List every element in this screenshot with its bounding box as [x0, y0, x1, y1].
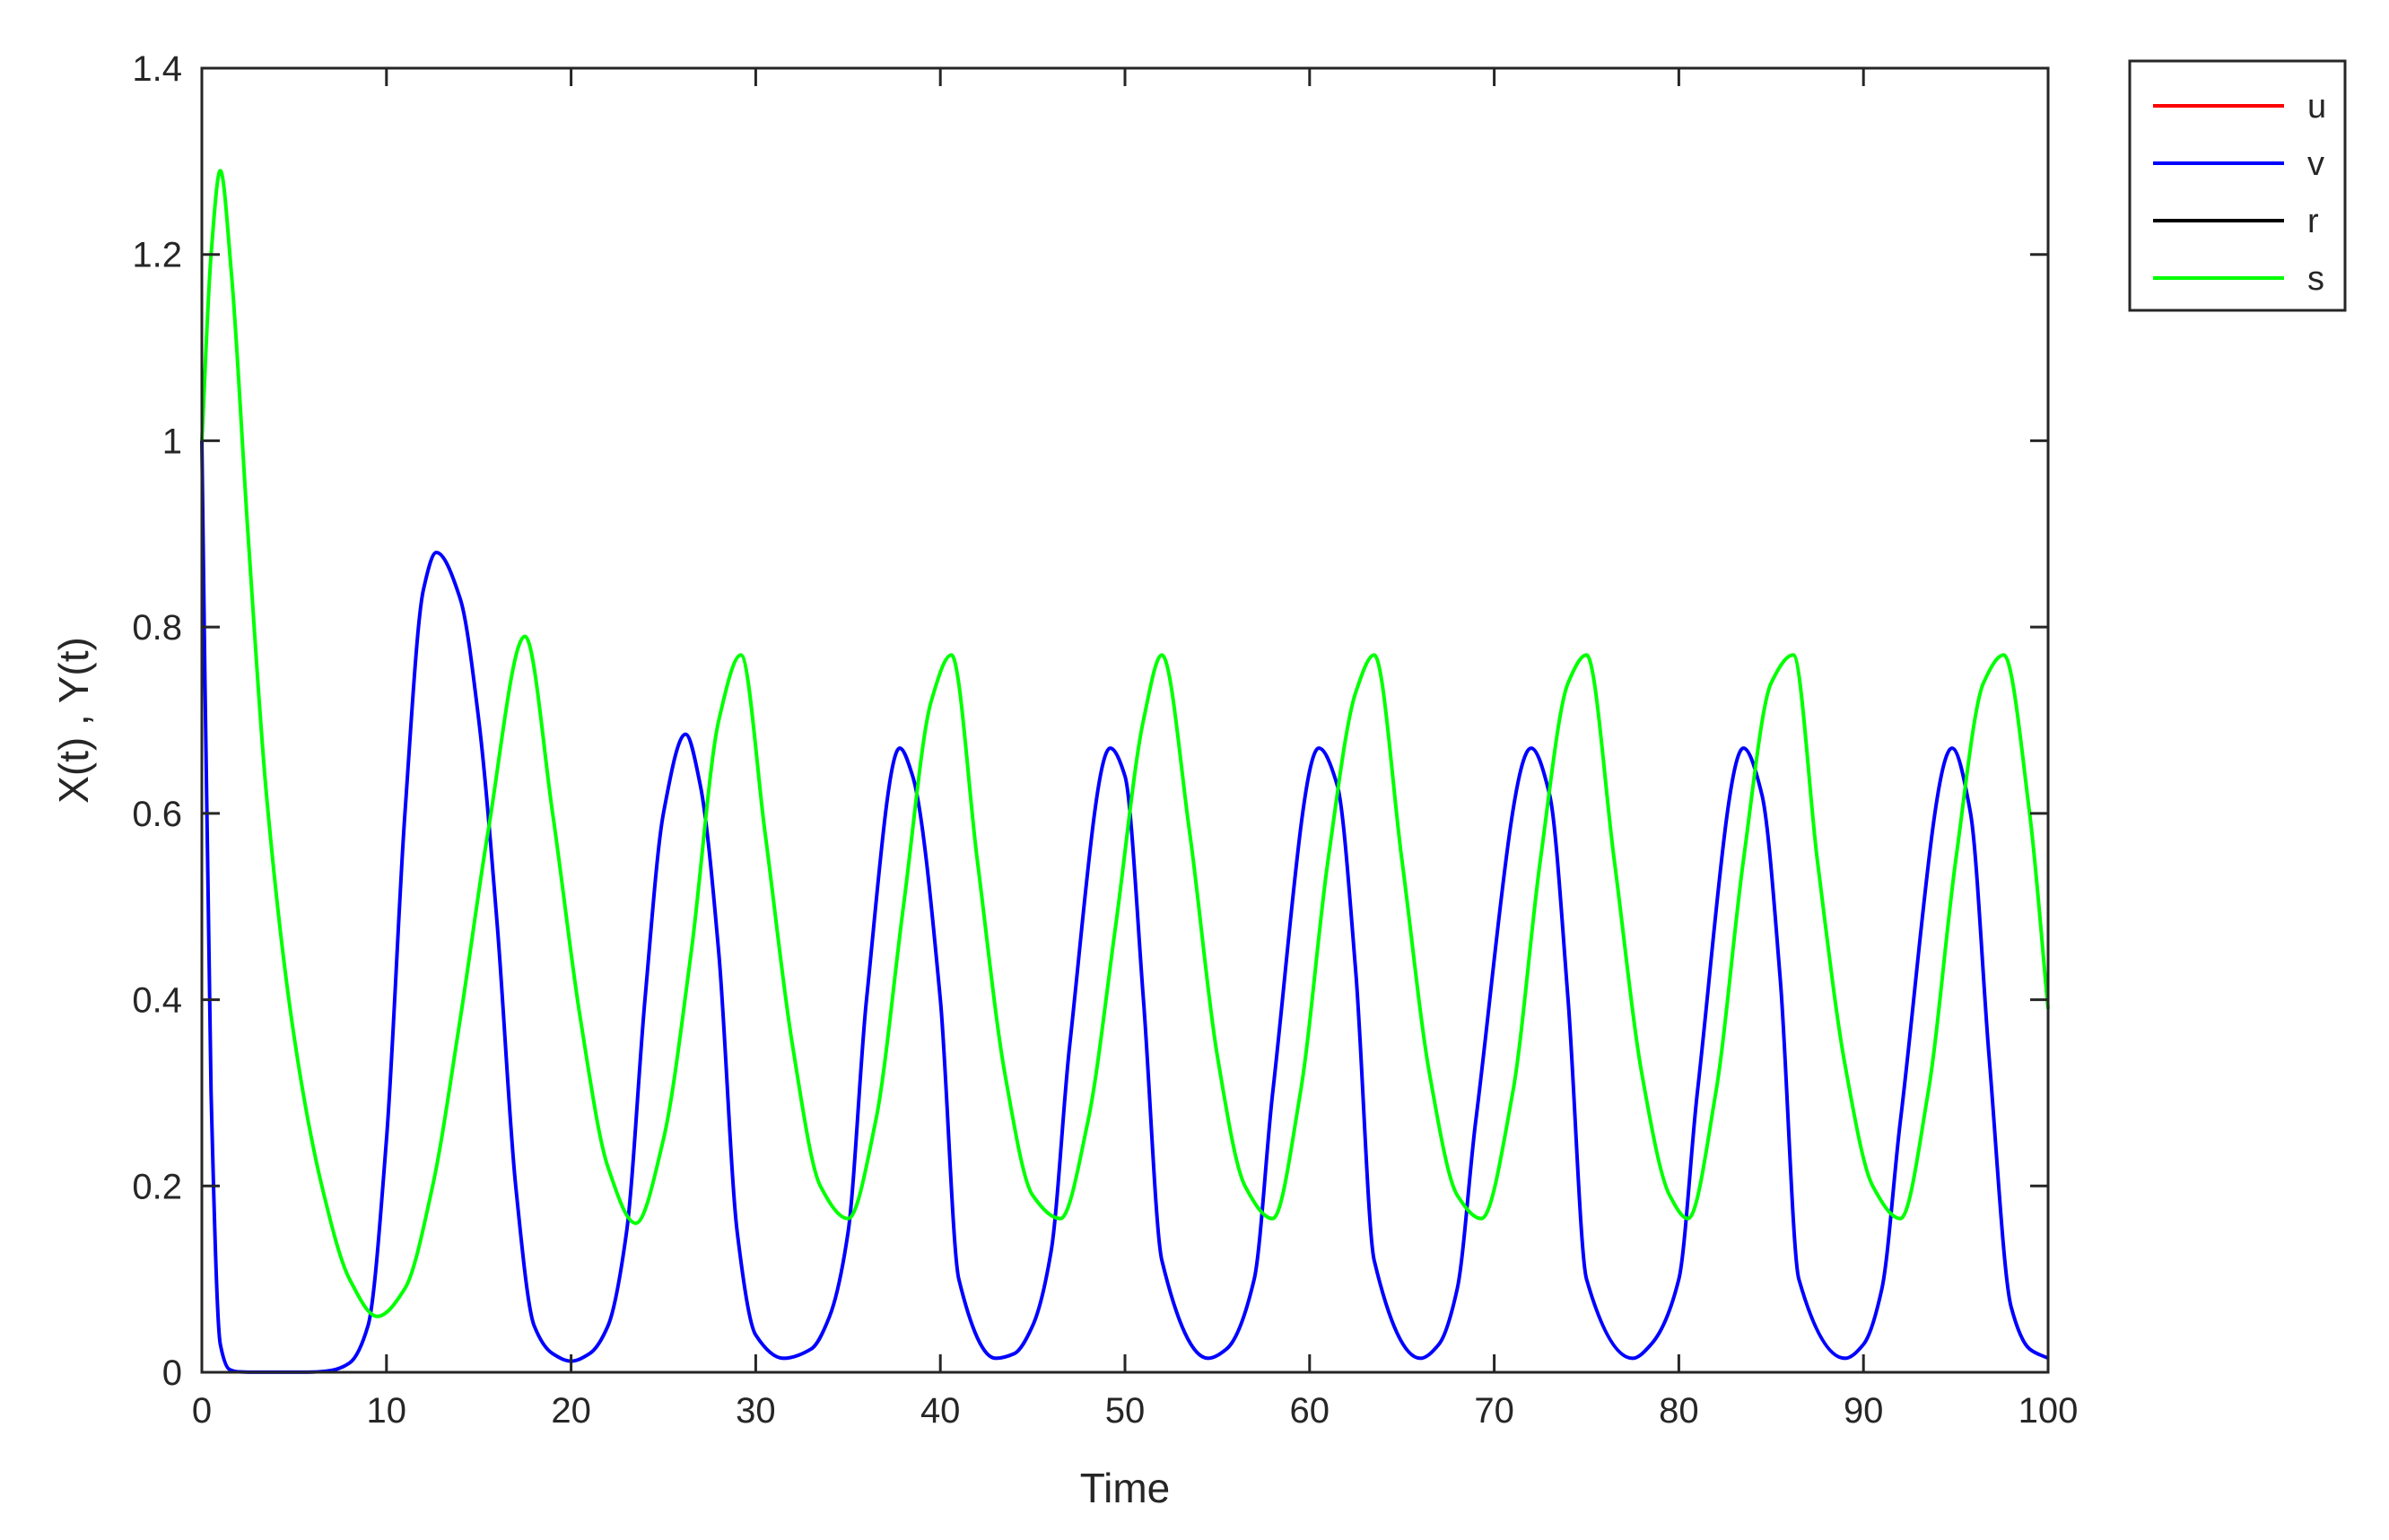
x-tick-label: 20: [551, 1391, 591, 1431]
y-axis-label: X(t) , Y(t): [50, 637, 97, 804]
x-tick-label: 30: [736, 1391, 776, 1431]
y-tick-label: 1.2: [132, 236, 182, 275]
x-tick-label: 0: [192, 1391, 212, 1431]
plot-area: [202, 68, 2048, 1372]
legend-label-s: s: [2307, 260, 2324, 298]
x-axis-label: Time: [1080, 1465, 1171, 1511]
x-tick-label: 40: [920, 1391, 961, 1431]
y-tick-label: 1: [162, 422, 182, 461]
y-tick-label: 0.8: [132, 608, 182, 648]
x-tick-label: 10: [367, 1391, 407, 1431]
series-layer: [200, 169, 2050, 1374]
legend-label-r: r: [2307, 203, 2319, 240]
y-tick-label: 0.4: [132, 981, 182, 1021]
y-tick-label: 1.4: [132, 49, 182, 89]
x-tick-label: 90: [1844, 1391, 1884, 1431]
x-tick-label: 50: [1105, 1391, 1146, 1431]
legend-box: [2128, 59, 2347, 312]
series-line-s: [200, 169, 2050, 1318]
x-tick-label: 80: [1659, 1391, 1699, 1431]
series-line-v: [200, 440, 2049, 1374]
y-tick-label: 0.6: [132, 795, 182, 834]
y-tick-label: 0.2: [132, 1167, 182, 1206]
x-tick-label: 60: [1290, 1391, 1330, 1431]
legend-label-v: v: [2307, 145, 2324, 183]
x-tick-label: 100: [2018, 1391, 2079, 1431]
legend-label-u: u: [2307, 88, 2326, 126]
x-tick-label: 70: [1474, 1391, 1514, 1431]
y-tick-label: 0: [162, 1353, 182, 1393]
ticks-layer: 0 10 20 30 40 50 60 70 80 90 100 0 0.2 0.4 0.6 0.8 1 1.2 1…: [132, 49, 2078, 1431]
